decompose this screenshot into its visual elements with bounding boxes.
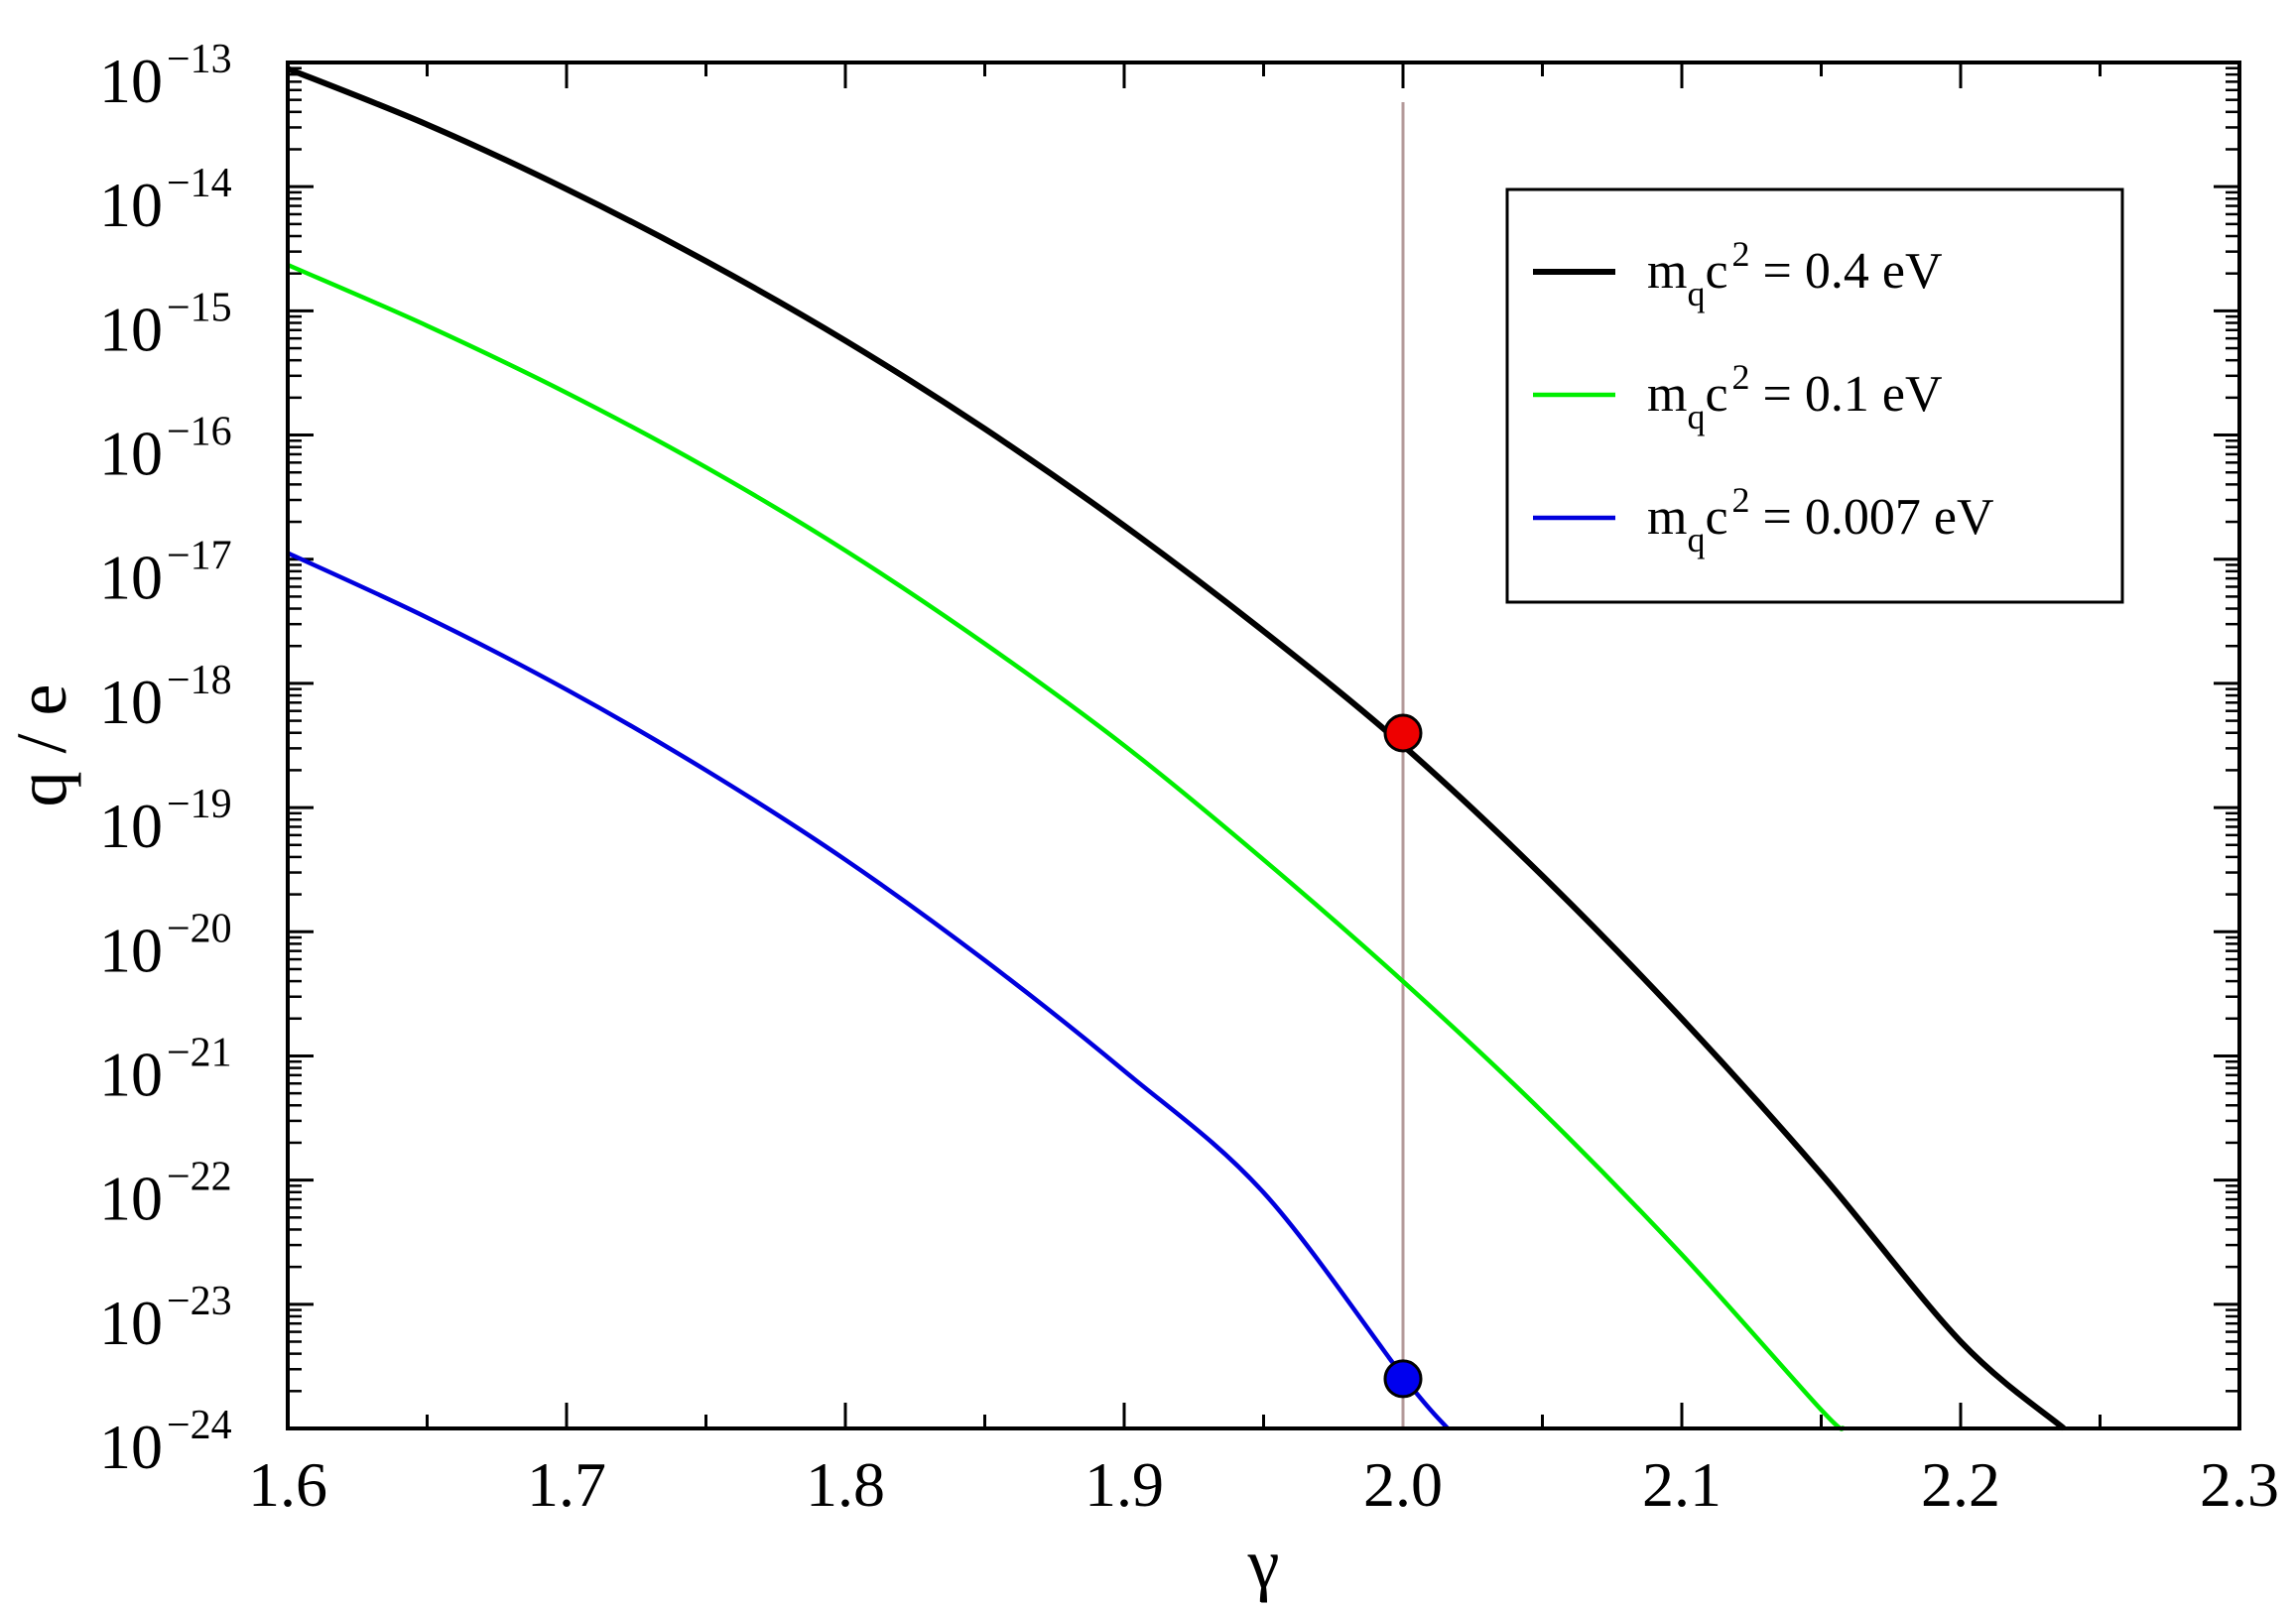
y-tick-base: 10 xyxy=(99,1412,163,1482)
y-tick-exponent: −23 xyxy=(167,1279,232,1324)
y-tick-exponent: −14 xyxy=(167,161,232,206)
y-tick-base: 10 xyxy=(99,791,163,861)
legend-text-part: c xyxy=(1705,243,1727,300)
y-tick-label: 10−23 xyxy=(99,1279,232,1358)
y-tick-base: 10 xyxy=(99,170,163,240)
legend-text-part: 2 xyxy=(1732,357,1750,397)
y-tick-base: 10 xyxy=(99,46,163,116)
legend-text-part: q xyxy=(1687,397,1705,436)
legend-text-part: = 0.4 eV xyxy=(1750,243,1943,300)
x-tick-label: 2.2 xyxy=(1921,1449,2000,1520)
y-tick-exponent: −16 xyxy=(167,410,232,455)
y-tick-label: 10−15 xyxy=(99,285,232,364)
legend-text-part: c xyxy=(1705,366,1727,423)
y-tick-exponent: −24 xyxy=(167,1403,232,1448)
data-point-marker-1 xyxy=(1383,1359,1423,1399)
y-tick-label: 10−20 xyxy=(99,906,232,985)
x-tick-label: 1.8 xyxy=(806,1449,885,1520)
legend-label-0: mqc 2 = 0.4 eV xyxy=(1647,234,1943,313)
legend-label-2: mqc 2 = 0.007 eV xyxy=(1647,480,1994,559)
legend-text-part: q xyxy=(1687,520,1705,559)
y-tick-label: 10−24 xyxy=(99,1403,232,1482)
y-tick-exponent: −15 xyxy=(167,285,232,330)
markers-layer xyxy=(1383,713,1423,1399)
legend-text-part: 2 xyxy=(1732,480,1750,520)
legend-text-part: = 0.007 eV xyxy=(1750,489,1994,546)
y-tick-base: 10 xyxy=(99,667,163,737)
legend-text-part: c xyxy=(1705,489,1727,546)
legend-text-part: m xyxy=(1647,366,1687,423)
y-tick-exponent: −21 xyxy=(167,1030,232,1075)
x-tick-label: 2.0 xyxy=(1363,1449,1443,1520)
plot-frame xyxy=(286,61,2241,1430)
legend-text-part: m xyxy=(1647,489,1687,546)
x-tick-label: 2.3 xyxy=(2200,1449,2279,1520)
series-layer xyxy=(286,65,2066,1431)
y-tick-base: 10 xyxy=(99,1039,163,1109)
legend-text-part: q xyxy=(1687,274,1705,313)
legend-label-1: mqc 2 = 0.1 eV xyxy=(1647,357,1943,436)
legend-text-part: 2 xyxy=(1732,234,1750,274)
y-tick-exponent: −20 xyxy=(167,906,232,951)
series-line-2 xyxy=(287,551,1450,1430)
y-tick-exponent: −17 xyxy=(167,534,232,579)
y-tick-exponent: −13 xyxy=(167,37,232,82)
y-tick-exponent: −19 xyxy=(167,782,232,827)
y-tick-base: 10 xyxy=(99,1164,163,1234)
y-tick-label: 10−17 xyxy=(99,534,232,613)
y-tick-label: 10−19 xyxy=(99,782,232,861)
series-line-1 xyxy=(287,262,1846,1431)
y-tick-label: 10−13 xyxy=(99,37,232,116)
y-tick-base: 10 xyxy=(99,543,163,613)
legend-text-part: m xyxy=(1647,243,1687,300)
y-tick-base: 10 xyxy=(99,294,163,364)
ticks-layer xyxy=(286,61,2241,1430)
x-tick-label: 1.7 xyxy=(527,1449,606,1520)
x-axis-title: γ xyxy=(1247,1524,1280,1603)
data-point-marker-0 xyxy=(1383,713,1423,753)
y-tick-label: 10−21 xyxy=(99,1030,232,1109)
y-tick-label: 10−18 xyxy=(99,658,232,737)
x-tick-labels: 1.6 1.7 1.8 1.9 2.0 2.1 2.2 2.3 xyxy=(248,1449,2279,1520)
y-tick-labels: 10−1310−1410−1510−1610−1710−1810−1910−20… xyxy=(99,37,232,1482)
series-line-0 xyxy=(286,65,2066,1431)
x-tick-label: 2.1 xyxy=(1642,1449,1722,1520)
x-tick-label: 1.6 xyxy=(248,1449,327,1520)
y-tick-label: 10−16 xyxy=(99,410,232,489)
x-tick-label: 1.9 xyxy=(1084,1449,1164,1520)
y-tick-label: 10−22 xyxy=(99,1155,232,1234)
legend-text-part: = 0.1 eV xyxy=(1750,366,1943,423)
y-tick-base: 10 xyxy=(99,915,163,985)
y-axis-title: q / e xyxy=(2,684,81,807)
y-tick-label: 10−14 xyxy=(99,161,232,240)
y-tick-exponent: −18 xyxy=(167,658,232,703)
y-tick-base: 10 xyxy=(99,1288,163,1358)
y-tick-exponent: −22 xyxy=(167,1155,232,1200)
y-tick-base: 10 xyxy=(99,419,163,489)
